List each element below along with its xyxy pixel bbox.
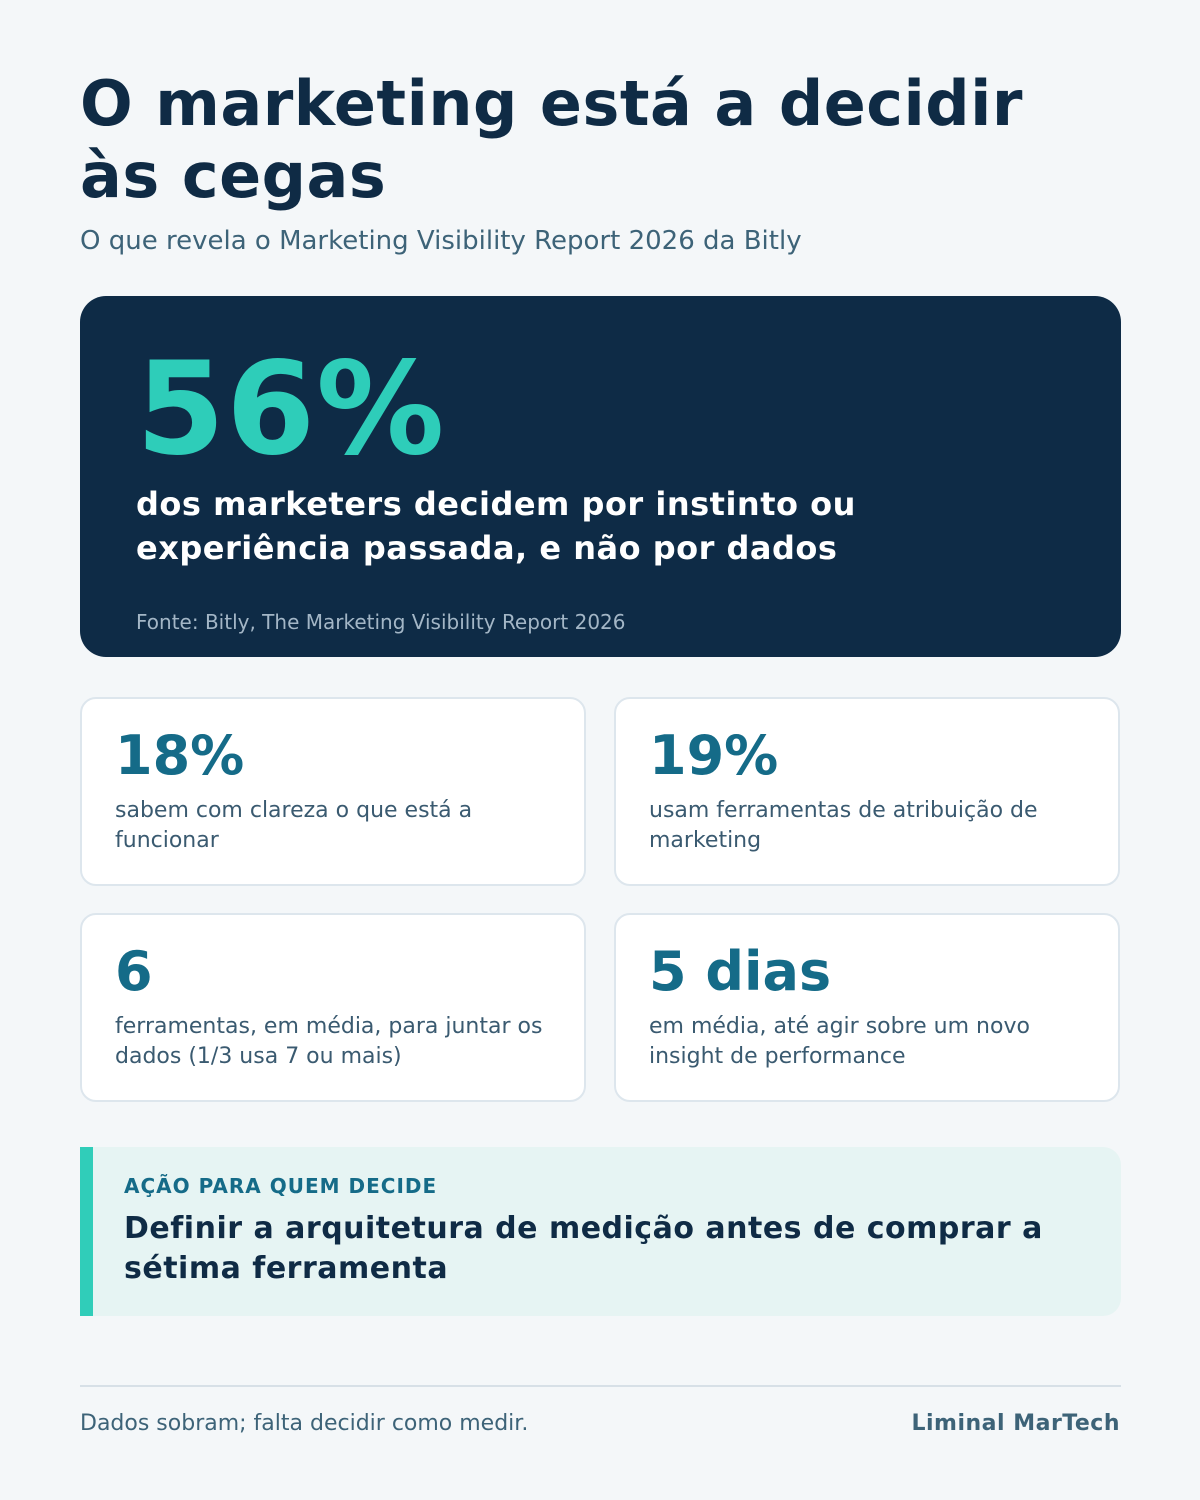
footer-divider	[80, 1385, 1121, 1387]
stat-description: em média, até agir sobre um novo insight…	[649, 1014, 1030, 1069]
stat-card: 6 ferramentas, em média, para juntar os …	[80, 913, 586, 1102]
footer-brand: Liminal MarTech	[911, 1411, 1120, 1436]
stat-card: 18% sabem com clareza o que está a funci…	[80, 697, 586, 886]
hero-stat-description: dos marketers decidem por instinto ou ex…	[136, 485, 856, 567]
page-subtitle: O que revela o Marketing Visibility Repo…	[80, 226, 802, 256]
footer-tagline: Dados sobram; falta decidir como medir.	[80, 1411, 529, 1436]
stat-value: 18%	[115, 724, 245, 787]
stat-value: 6	[115, 940, 153, 1003]
stat-card: 5 dias em média, até agir sobre um novo …	[614, 913, 1120, 1102]
stat-description: sabem com clareza o que está a funcionar	[115, 798, 473, 853]
action-label: AÇÃO PARA QUEM DECIDE	[124, 1174, 438, 1198]
action-text: Definir a arquitetura de medição antes d…	[124, 1211, 1043, 1286]
stat-description: usam ferramentas de atribuição de market…	[649, 798, 1038, 853]
stat-value: 19%	[649, 724, 779, 787]
stat-value: 5 dias	[649, 940, 832, 1003]
stat-card: 19% usam ferramentas de atribuição de ma…	[614, 697, 1120, 886]
stat-description: ferramentas, em média, para juntar os da…	[115, 1014, 543, 1069]
hero-source: Fonte: Bitly, The Marketing Visibility R…	[136, 610, 626, 634]
page-title: O marketing está a decidir às cegas	[80, 67, 1023, 212]
action-callout: AÇÃO PARA QUEM DECIDE Definir a arquitet…	[80, 1147, 1121, 1316]
hero-stat-value: 56%	[136, 335, 446, 484]
hero-stat-card: 56% dos marketers decidem por instinto o…	[80, 296, 1121, 657]
